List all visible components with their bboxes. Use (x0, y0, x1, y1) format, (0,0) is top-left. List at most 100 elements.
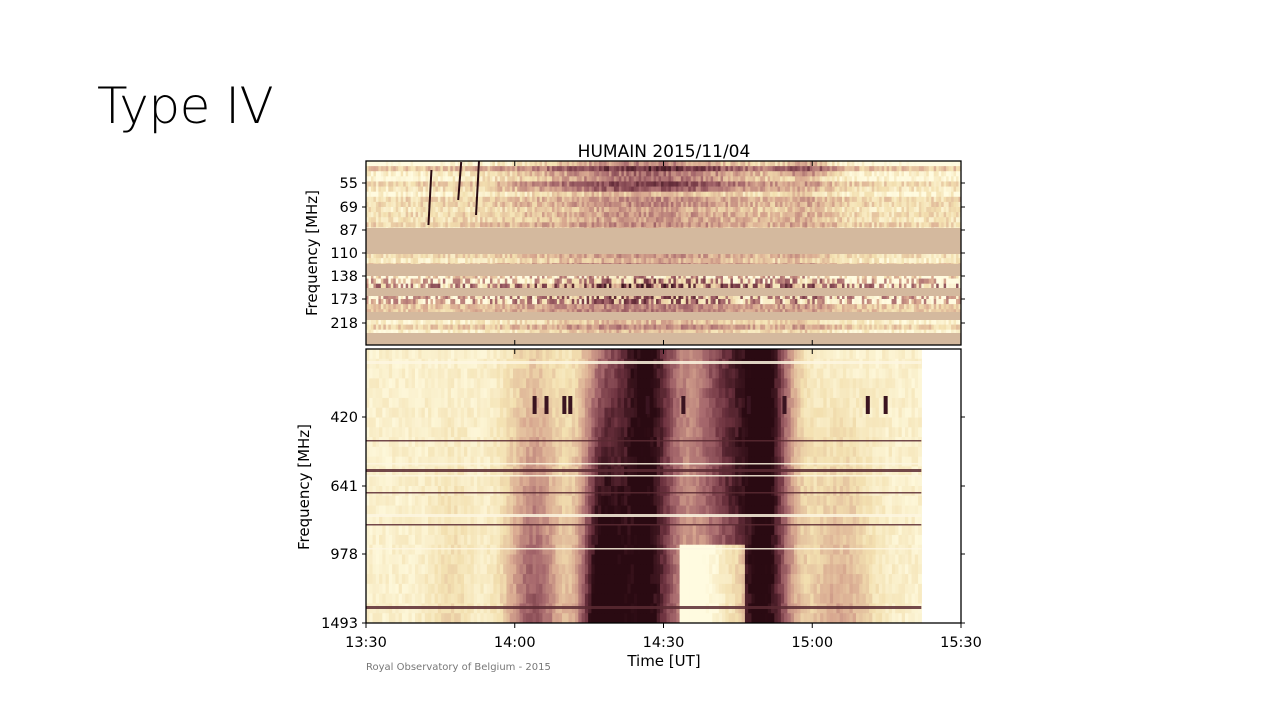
upper-cell (467, 196, 471, 203)
upper-cell (460, 176, 464, 182)
upper-cell (648, 207, 652, 213)
upper-cell (636, 191, 640, 198)
upper-cell (470, 217, 474, 223)
upper-cell (420, 171, 424, 177)
upper-cell (631, 324, 635, 331)
upper-cell (534, 207, 538, 213)
upper-cell (574, 201, 578, 208)
upper-cell (445, 278, 449, 285)
upper-cell (628, 207, 632, 213)
upper-cell (482, 222, 486, 228)
upper-cell (594, 304, 598, 310)
upper-cell (537, 181, 541, 187)
upper-cell (492, 309, 496, 315)
upper-cell (584, 319, 588, 325)
upper-cell (375, 186, 379, 193)
upper-cell (385, 207, 389, 213)
upper-cell (537, 273, 541, 279)
upper-cell (482, 324, 486, 331)
upper-cell (524, 181, 528, 187)
upper-cell (375, 309, 379, 315)
upper-cell (596, 258, 600, 264)
upper-cell (601, 304, 605, 310)
upper-cell (608, 304, 613, 310)
upper-cell (370, 191, 375, 198)
upper-cell (626, 293, 630, 300)
upper-cell (618, 258, 622, 264)
upper-cell (492, 161, 496, 167)
upper-cell (581, 207, 585, 213)
upper-cell (435, 181, 439, 187)
upper-cell (470, 304, 474, 310)
upper-cell (509, 253, 513, 259)
upper-cell (606, 253, 610, 259)
upper-cell (613, 166, 617, 172)
upper-cell (418, 207, 422, 213)
upper-cell (564, 278, 568, 285)
upper-cell (413, 166, 417, 172)
upper-cell (606, 283, 610, 290)
upper-cell (398, 171, 402, 177)
upper-cell (472, 217, 476, 223)
upper-cell (442, 191, 446, 198)
upper-cell (432, 324, 437, 331)
upper-cell (408, 304, 412, 310)
upper-cell (410, 196, 414, 203)
upper-cell (638, 186, 642, 193)
upper-cell (626, 201, 630, 208)
upper-cell (462, 273, 466, 279)
upper-cell (574, 212, 578, 218)
upper-cell (370, 319, 375, 325)
upper-cell (524, 304, 528, 310)
upper-cell (400, 207, 404, 213)
upper-cell (636, 207, 640, 213)
upper-cell (643, 319, 647, 325)
upper-cell (599, 253, 603, 259)
upper-cell (641, 186, 645, 193)
upper-cell (472, 283, 476, 290)
upper-cell (427, 181, 432, 187)
upper-cell (626, 329, 630, 336)
slide-title: Type IV (97, 77, 274, 135)
upper-cell (440, 191, 444, 198)
upper-cell (477, 196, 481, 203)
upper-cell (509, 304, 513, 310)
upper-cell (527, 258, 531, 264)
upper-cell (571, 253, 575, 259)
upper-cell (561, 176, 565, 182)
upper-cell (596, 217, 600, 223)
upper-cell (380, 207, 384, 213)
upper-cell (440, 166, 444, 172)
upper-cell (546, 161, 551, 167)
upper-cell (591, 181, 595, 187)
upper-cell (611, 212, 615, 218)
upper-cell (370, 161, 375, 167)
upper-cell (475, 161, 479, 167)
upper-cell (457, 222, 461, 228)
upper-cell (628, 222, 632, 228)
upper-cell (423, 253, 427, 259)
upper-cell (502, 181, 506, 187)
upper-cell (571, 222, 575, 228)
upper-cell (423, 258, 427, 264)
upper-cell (584, 273, 588, 279)
upper-cell (544, 186, 548, 193)
upper-cell (477, 258, 481, 264)
upper-cell (383, 309, 387, 315)
upper-cell (370, 293, 375, 300)
upper-cell (440, 329, 444, 336)
upper-cell (648, 273, 652, 279)
upper-cell (546, 299, 551, 305)
upper-cell (432, 273, 437, 279)
upper-cell (623, 304, 627, 310)
upper-cell (542, 253, 546, 259)
upper-cell (475, 304, 479, 310)
upper-cell (432, 278, 437, 285)
upper-cell (373, 309, 377, 315)
upper-cell (383, 299, 387, 305)
upper-cell (599, 166, 603, 172)
upper-cell (462, 319, 466, 325)
upper-cell (415, 258, 419, 264)
upper-cell (408, 201, 412, 208)
upper-cell (534, 161, 538, 167)
